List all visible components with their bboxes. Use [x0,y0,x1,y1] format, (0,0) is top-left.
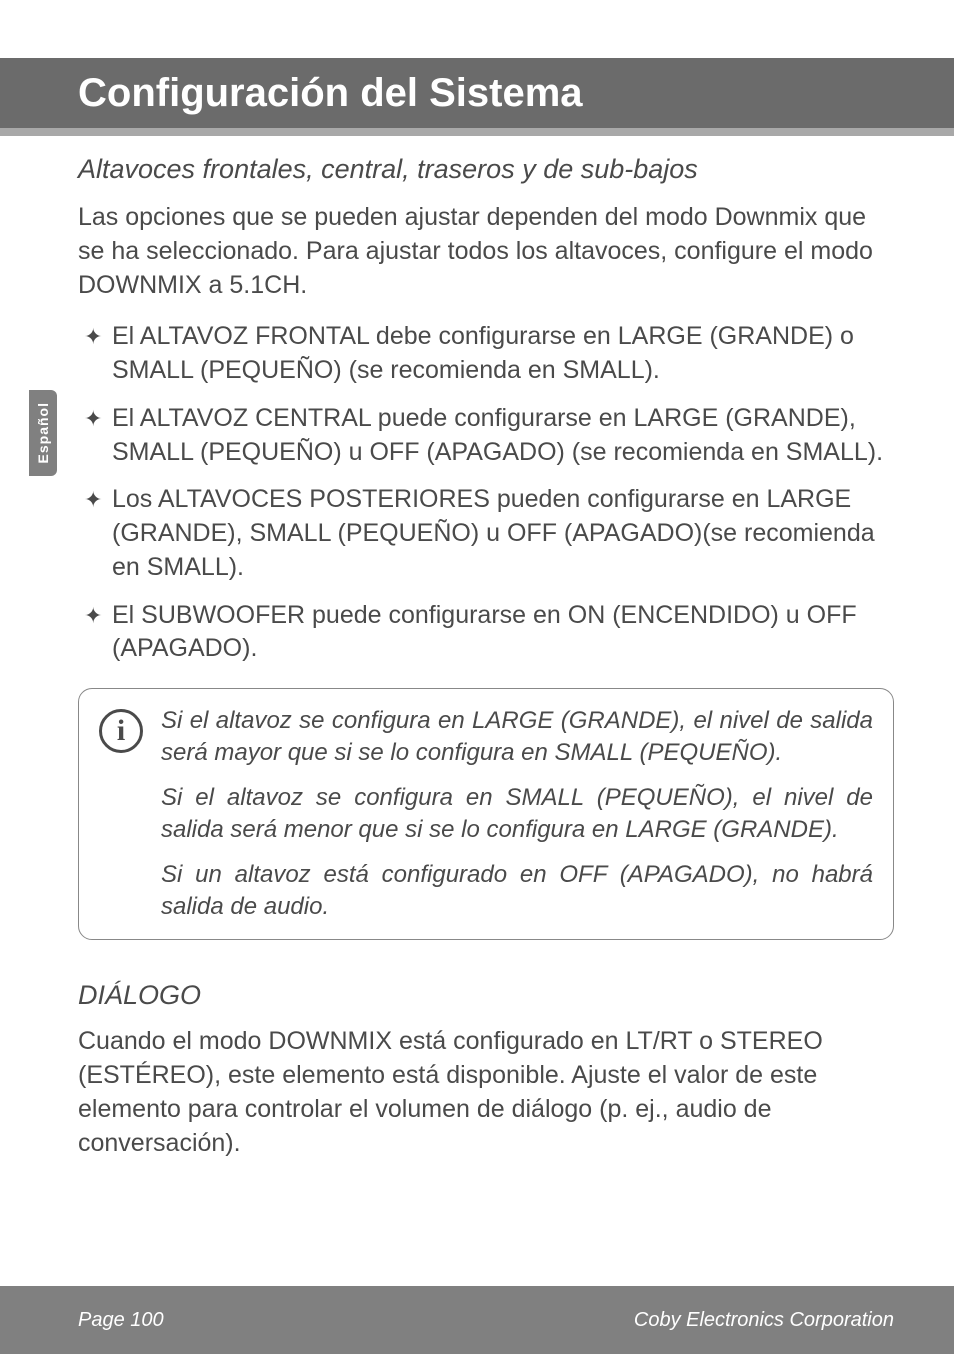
bullet-text: El ALTAVOZ FRONTAL debe configurarse en … [112,320,894,388]
bullet-item: ✦ El ALTAVOZ FRONTAL debe configurarse e… [78,320,894,388]
bullet-list: ✦ El ALTAVOZ FRONTAL debe configurarse e… [78,320,894,666]
content-area: Altavoces frontales, central, traseros y… [78,154,894,1178]
header-underline [0,128,954,136]
info-paragraph: Si un altavoz está configurado en OFF (A… [161,859,873,924]
header-bar: Configuración del Sistema [0,58,954,128]
bullet-item: ✦ El ALTAVOZ CENTRAL puede configurarse … [78,402,894,470]
language-tab-label: Español [35,402,51,463]
info-paragraph: Si el altavoz se configura en LARGE (GRA… [161,705,873,770]
footer-company: Coby Electronics Corporation [634,1309,894,1332]
star-icon: ✦ [78,320,112,352]
language-tab: Español [29,390,57,476]
section-subtitle: Altavoces frontales, central, traseros y… [78,154,894,185]
section2-body: Cuando el modo DOWNMIX está configurado … [78,1025,894,1160]
info-icon: i [99,709,143,753]
section-intro: Las opciones que se pueden ajustar depen… [78,201,894,302]
bullet-text: El ALTAVOZ CENTRAL puede configurarse en… [112,402,894,470]
info-box: i Si el altavoz se configura en LARGE (G… [78,688,894,940]
star-icon: ✦ [78,483,112,515]
star-icon: ✦ [78,402,112,434]
info-paragraphs: Si el altavoz se configura en LARGE (GRA… [161,705,873,923]
page-number: Page 100 [78,1309,164,1332]
info-icon-wrap: i [99,705,143,753]
section2-title: DIÁLOGO [78,980,894,1011]
page-title: Configuración del Sistema [78,71,583,116]
info-paragraph: Si el altavoz se configura en SMALL (PEQ… [161,782,873,847]
bullet-text: Los ALTAVOCES POSTERIORES pueden configu… [112,483,894,584]
bullet-item: ✦ Los ALTAVOCES POSTERIORES pueden confi… [78,483,894,584]
star-icon: ✦ [78,599,112,631]
bullet-item: ✦ El SUBWOOFER puede configurarse en ON … [78,599,894,667]
footer-bar: Page 100 Coby Electronics Corporation [0,1286,954,1354]
info-icon-glyph: i [117,714,125,748]
bullet-text: El SUBWOOFER puede configurarse en ON (E… [112,599,894,667]
